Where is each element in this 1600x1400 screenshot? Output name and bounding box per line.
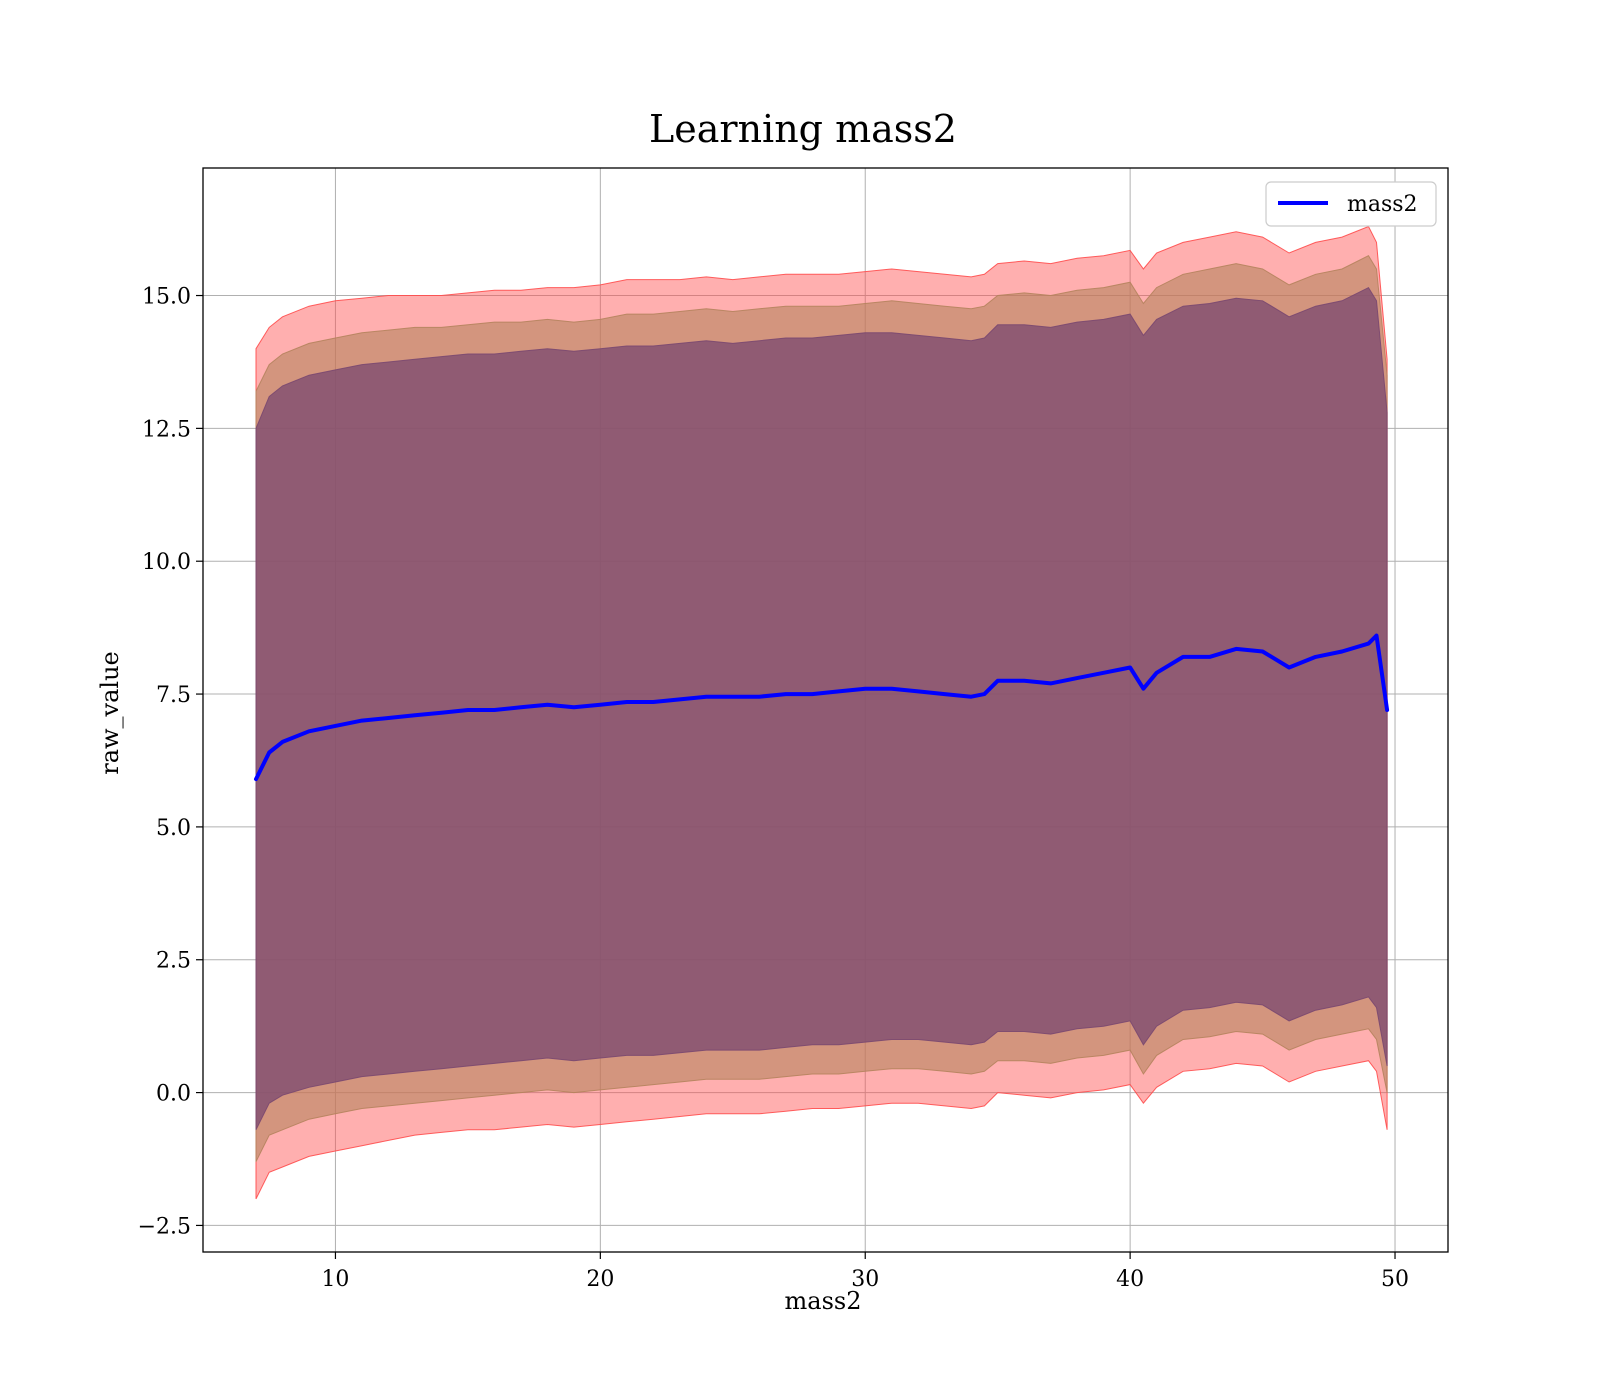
confidence-bands <box>255 225 1388 1200</box>
plot-area <box>202 167 1449 1253</box>
y-tick-label: 10.0 <box>142 550 191 575</box>
y-axis-ticks: −2.5 0.0 2.5 5.0 7.5 10.0 12.5 15.0 <box>138 285 203 1239</box>
x-tick-label: 10 <box>321 1267 349 1292</box>
y-tick-label: 15.0 <box>142 285 191 310</box>
series-lines <box>254 633 1390 782</box>
legend: mass2 <box>1265 181 1437 227</box>
x-tick-label: 30 <box>851 1267 879 1292</box>
y-tick-label: 7.5 <box>156 683 191 708</box>
chart-title: Learning mass2 <box>649 107 957 151</box>
x-tick-label: 40 <box>1116 1267 1144 1292</box>
y-tick-label: 5.0 <box>156 816 191 841</box>
x-tick-label: 50 <box>1381 1267 1409 1292</box>
series-line-mass2 <box>254 633 1390 782</box>
legend-label-mass2: mass2 <box>1347 192 1418 217</box>
y-axis-label: raw_value <box>96 651 124 775</box>
x-axis-label: mass2 <box>785 1287 862 1315</box>
plot-frame <box>202 167 1449 1253</box>
y-tick-label: 12.5 <box>142 417 191 442</box>
confidence-band-inner <box>255 286 1388 1131</box>
x-axis-ticks: 10 20 30 40 50 <box>321 1252 1409 1292</box>
y-tick-label: 2.5 <box>156 949 191 974</box>
y-tick-label: 0.0 <box>156 1082 191 1107</box>
y-tick-label: −2.5 <box>138 1214 191 1239</box>
x-tick-label: 20 <box>586 1267 614 1292</box>
legend-box <box>1265 181 1437 227</box>
